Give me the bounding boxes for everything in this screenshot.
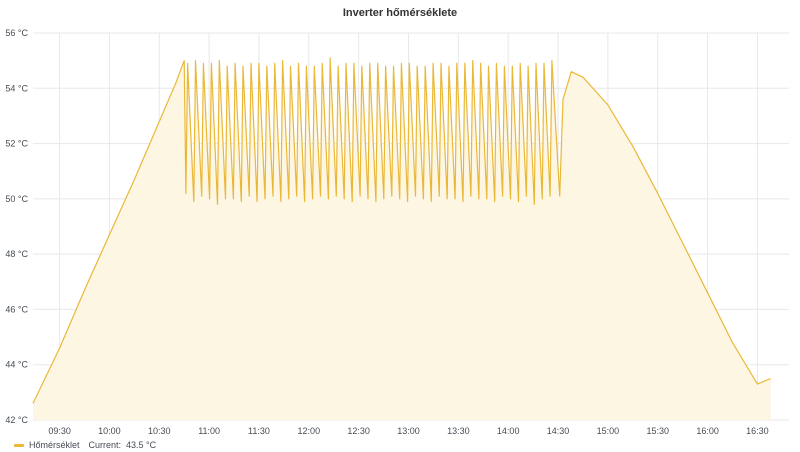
temperature-chart[interactable]: 42 °C 44 °C 46 °C 48 °C 50 °C 52 °C 54 °C 56 °C… [0, 0, 800, 440]
x-tick-label: 16:30 [746, 426, 769, 436]
x-tick-label: 12:30 [347, 426, 370, 436]
x-tick-label: 15:00 [597, 426, 620, 436]
x-tick-label: 13:00 [397, 426, 420, 436]
x-tick-label: 11:00 [198, 426, 220, 436]
x-tick-label: 14:00 [497, 426, 520, 436]
x-tick-label: 13:30 [447, 426, 470, 436]
legend[interactable]: Hőmérséklet Current: 43.5 °C [14, 440, 156, 450]
series-area-fill [33, 57, 771, 421]
y-tick-label: 50 °C [5, 194, 28, 204]
legend-swatch [14, 443, 24, 447]
panel-title: Inverter hőmérséklete [342, 7, 458, 19]
x-tick-label: 15:30 [646, 426, 669, 436]
x-tick-label: 14:30 [547, 426, 570, 436]
axis-layer: 42 °C 44 °C 46 °C 48 °C 50 °C 52 °C 54 °C 56 °C… [5, 28, 768, 436]
y-tick-label: 54 °C [5, 83, 28, 93]
x-tick-label: 10:00 [98, 426, 121, 436]
y-tick-label: 44 °C [5, 360, 28, 370]
y-tick-label: 52 °C [5, 139, 28, 149]
x-tick-label: 16:00 [696, 426, 719, 436]
series-layer [32, 57, 771, 421]
y-tick-label: 46 °C [5, 304, 28, 314]
series-line [32, 57, 771, 404]
legend-current-label: Current: [88, 440, 122, 450]
y-tick-label: 48 °C [5, 249, 28, 259]
y-tick-label: 42 °C [5, 415, 28, 425]
y-tick-label: 56 °C [5, 28, 28, 38]
legend-current-value: 43.5 °C [126, 440, 157, 450]
x-tick-label: 09:30 [48, 426, 71, 436]
x-tick-label: 11:30 [248, 426, 270, 436]
legend-series-name: Hőmérséklet [29, 440, 80, 450]
x-tick-label: 10:30 [148, 426, 171, 436]
x-tick-label: 12:00 [298, 426, 321, 436]
